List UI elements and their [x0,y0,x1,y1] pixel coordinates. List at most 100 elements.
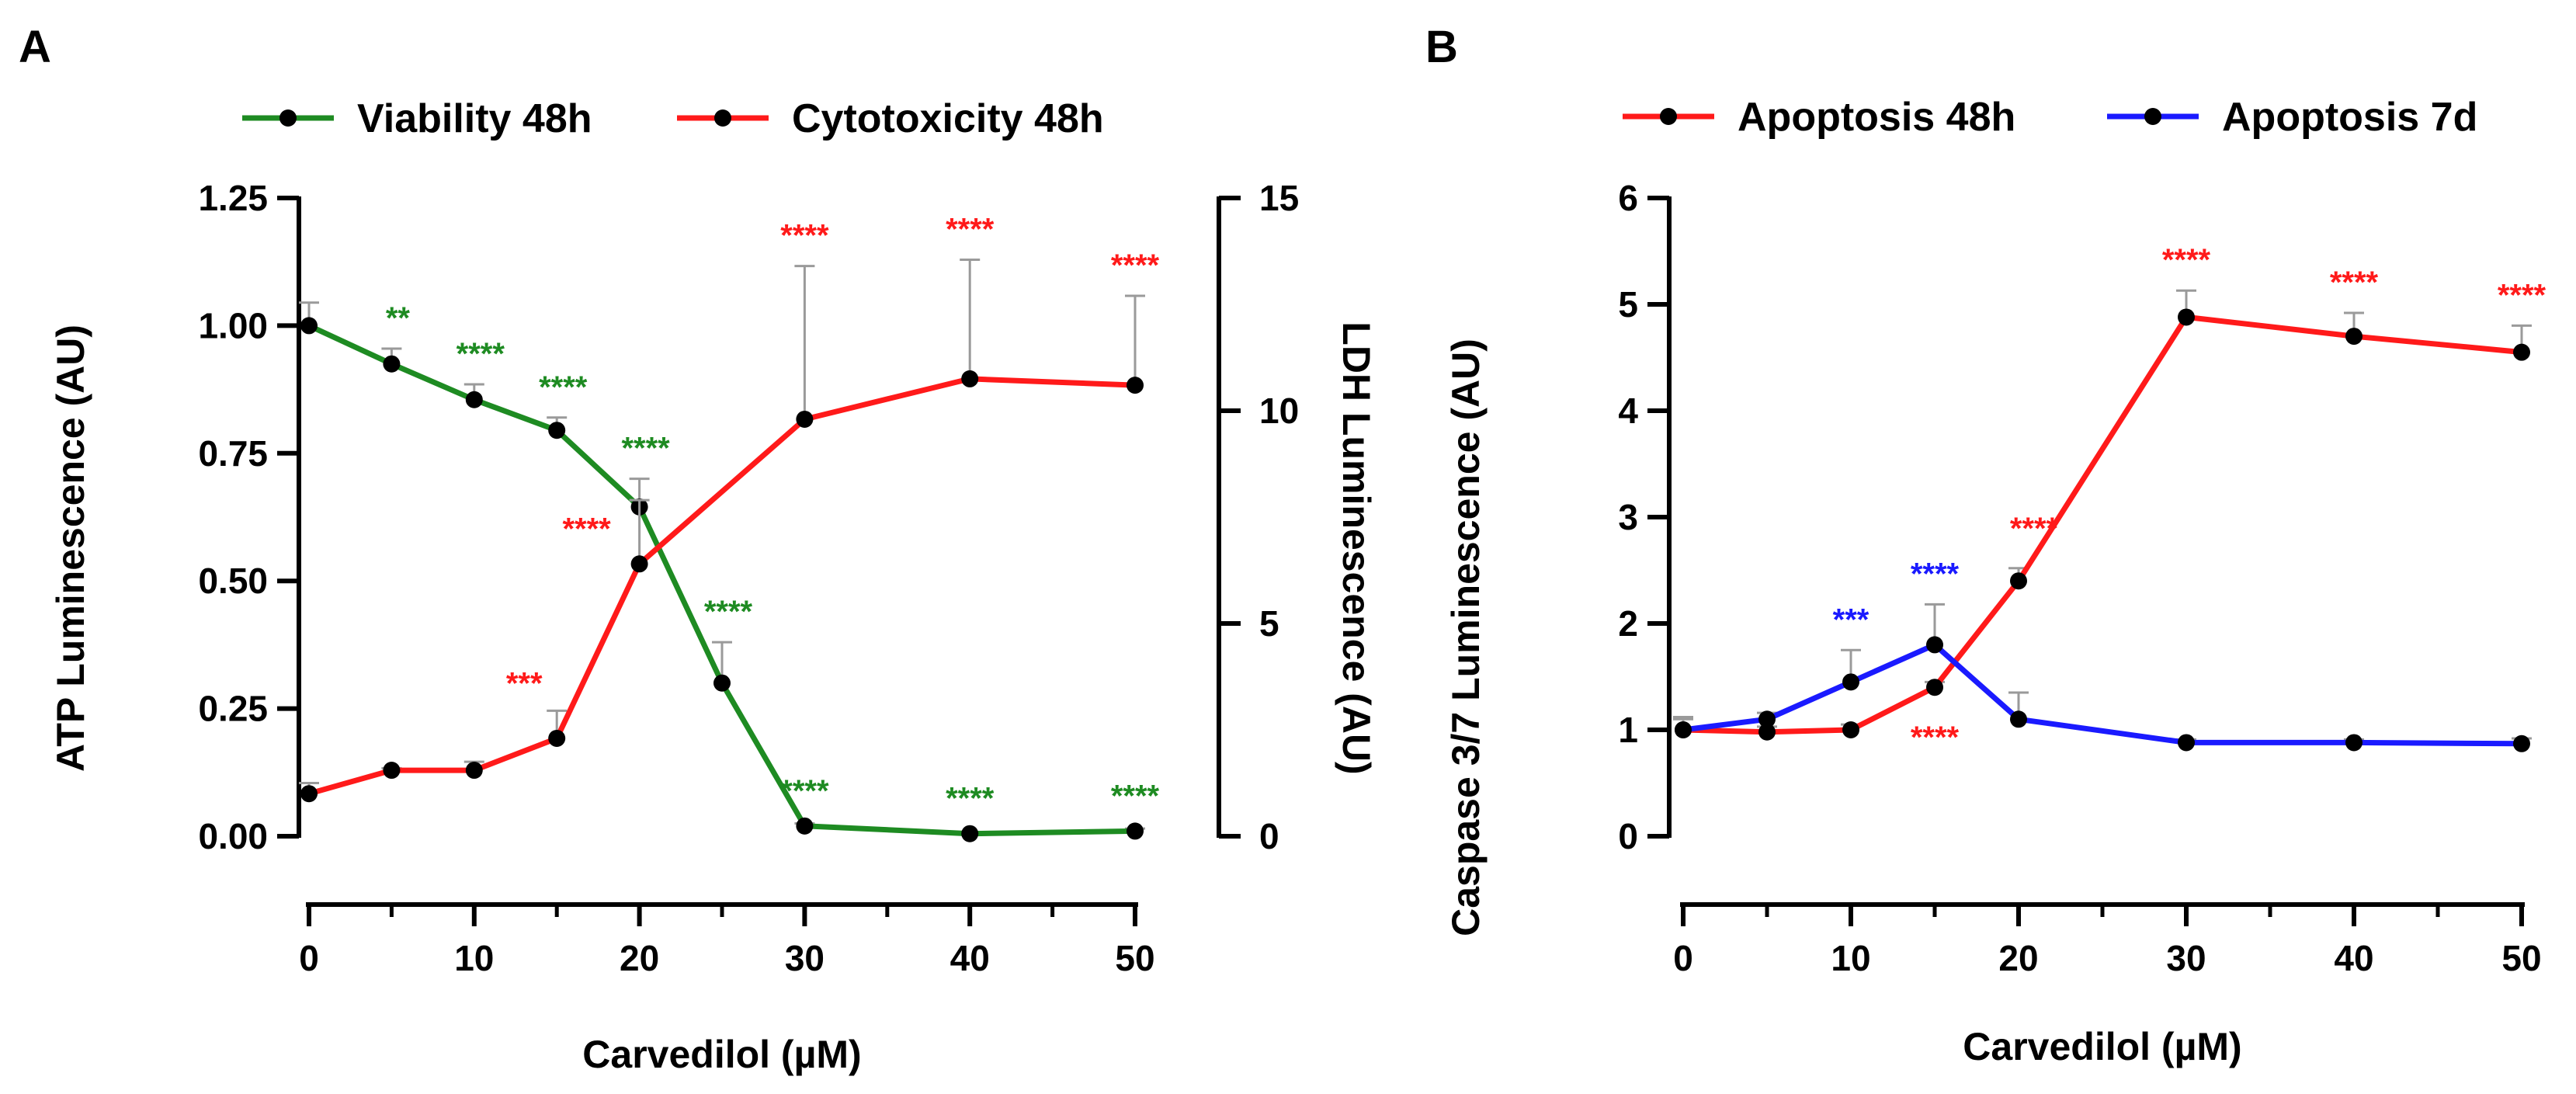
significance-label-apoptosis-48h: **** [2162,243,2211,277]
legend-marker-apoptosis-7d [2144,108,2161,125]
data-point-viability-48h [465,391,483,408]
y-tick-label: 1.00 [198,305,268,346]
x-tick-label: 10 [1831,938,1870,978]
significance-label-viability-48h: **** [621,432,670,466]
data-point-cytotoxicity-48h [300,785,318,803]
x-axis-title: Carvedilol (µM) [582,1033,861,1076]
data-point-cytotoxicity-48h [630,555,648,573]
legend-marker-apoptosis-48h [1660,108,1677,125]
data-point-viability-48h [961,825,979,842]
data-point-cytotoxicity-48h [383,762,401,780]
legend-label-apoptosis-7d: Apoptosis 7d [2222,95,2477,140]
data-point-apoptosis-7d [1842,673,1859,691]
significance-label-viability-48h: **** [1111,779,1160,813]
series-line-apoptosis-48h [1682,314,2522,735]
data-point-viability-48h [548,422,566,439]
significance-label-cytotoxicity-48h: **** [946,212,995,246]
series-line-viability-48h [307,323,1136,837]
significance-label-viability-48h: **** [704,595,753,629]
data-point-apoptosis-48h [1758,723,1776,741]
x-axis-title: Carvedilol (µM) [1963,1025,2241,1068]
data-point-viability-48h [300,317,318,335]
x-tick-label: 0 [299,938,319,978]
legend-panel-a: Viability 48h Cytotoxicity 48h [242,96,1104,141]
y-tick-label: 3 [1618,497,1638,537]
legend-marker-viability [279,109,297,127]
significance-label-apoptosis-48h: **** [1911,721,1960,755]
y-tick-label: 0.00 [198,816,268,856]
y2-tick-label: 5 [1259,603,1279,644]
x-tick-label: 40 [2334,938,2373,978]
data-point-apoptosis-7d [2178,734,2195,752]
chart-panel-a: 0.00 0.25 0.50 0.75 1.00 1.25 ATP Luminescence… [49,178,1378,1076]
data-point-viability-48h [713,674,731,692]
panel-label-a: A [19,22,51,72]
legend-label-apoptosis-48h: Apoptosis 48h [1738,95,2015,140]
y2-tick-label: 0 [1259,816,1279,856]
significance-label-cytotoxicity-48h: **** [780,219,829,253]
x-tick-label: 50 [1115,938,1154,978]
data-point-cytotoxicity-48h [961,370,979,387]
data-point-apoptosis-7d [2513,735,2530,752]
data-point-viability-48h [796,817,814,835]
y-tick-label: 6 [1618,178,1638,218]
y-tick-label: 1.25 [198,178,268,218]
data-point-apoptosis-48h [2513,343,2530,361]
x-tick-label: 40 [950,938,990,978]
y-tick-label: 2 [1618,603,1638,644]
x-tick-label: 20 [1998,938,2038,978]
series-line-cytotoxicity-48h [308,376,1136,797]
series-line-apoptosis-7d [1682,641,2522,747]
significance-label-viability-48h: **** [539,370,588,405]
legend-label-viability: Viability 48h [357,96,592,141]
legend-marker-cytotoxicity [714,109,731,127]
y-axis-title: ATP Luminescence (AU) [49,325,92,772]
legend-label-cytotoxicity: Cytotoxicity 48h [792,96,1104,141]
data-point-apoptosis-48h [1926,679,1943,696]
y2-tick-label: 10 [1259,391,1299,431]
x-tick-label: 30 [785,938,825,978]
significance-label-apoptosis-48h: **** [2010,512,2059,546]
y-tick-label: 1 [1618,710,1638,750]
panel-label-b: B [1425,22,1458,72]
y2-axis-title: LDH Luminescence (AU) [1335,321,1378,774]
significance-label-cytotoxicity-48h: *** [506,666,543,700]
significance-label-cytotoxicity-48h: **** [562,512,611,546]
y-tick-label: 5 [1618,284,1638,325]
data-point-viability-48h [383,355,401,373]
data-point-apoptosis-7d [1758,710,1776,728]
y-tick-label: 0 [1618,816,1638,856]
data-point-apoptosis-48h [1842,721,1859,738]
x-tick-label: 50 [2501,938,2541,978]
legend-item-viability: Viability 48h [242,96,592,141]
legend-item-cytotoxicity: Cytotoxicity 48h [677,96,1104,141]
y-axis-title: Caspase 3/7 Luminescence (AU) [1444,339,1488,936]
data-point-apoptosis-7d [2345,734,2362,752]
significance-label-apoptosis-48h: **** [2330,266,2379,300]
significance-label-apoptosis-7d: **** [1911,557,1960,591]
y-tick-label: 0.50 [198,561,268,601]
data-point-apoptosis-7d [2010,710,2027,728]
y-tick-label: 0.25 [198,689,268,729]
significance-label-viability-48h: **** [780,774,829,808]
data-point-cytotoxicity-48h [1127,377,1144,394]
significance-label-viability-48h: ** [386,301,411,335]
legend-panel-b: Apoptosis 48h Apoptosis 7d [1623,95,2477,140]
data-point-apoptosis-7d [1675,721,1692,738]
y-tick-label: 4 [1618,391,1638,431]
chart-panel-b: 0 1 2 3 4 5 6 Caspase 3/7 Luminescence (AU) 0 10 2… [1444,178,2546,1068]
significance-label-viability-48h: **** [946,782,995,816]
significance-label-apoptosis-48h: **** [2498,278,2546,312]
data-point-viability-48h [1127,822,1144,840]
y-tick-label: 0.75 [198,433,268,474]
significance-label-apoptosis-7d: *** [1833,603,1870,637]
legend-item-apoptosis-48h: Apoptosis 48h [1623,95,2015,140]
x-tick-label: 30 [2166,938,2206,978]
legend-item-apoptosis-7d: Apoptosis 7d [2107,95,2477,140]
significance-label-viability-48h: **** [457,337,505,371]
y2-tick-label: 15 [1259,178,1299,218]
x-tick-label: 10 [454,938,494,978]
significance-label-cytotoxicity-48h: **** [1111,248,1160,283]
data-point-cytotoxicity-48h [548,729,566,747]
